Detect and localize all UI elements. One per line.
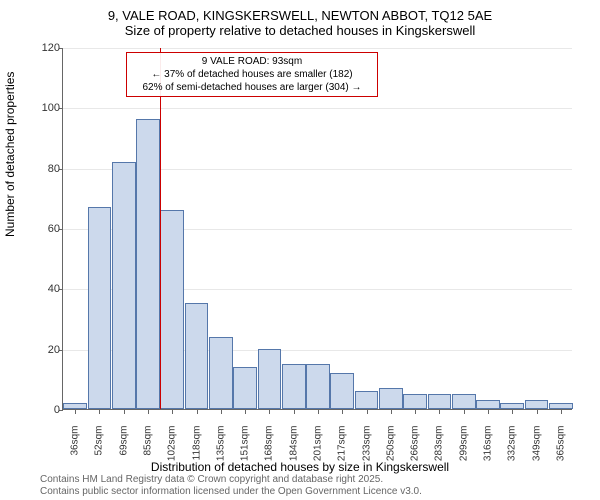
footer-line2: Contains public sector information licen… xyxy=(40,486,422,498)
x-tick-mark xyxy=(124,410,125,414)
x-tick-mark xyxy=(391,410,392,414)
y-tick-label: 100 xyxy=(30,102,60,114)
x-tick-mark xyxy=(245,410,246,414)
histogram-bar xyxy=(549,403,573,409)
histogram-bar xyxy=(525,400,549,409)
footer-text: Contains HM Land Registry data © Crown c… xyxy=(40,474,422,498)
x-tick-mark xyxy=(367,410,368,414)
x-tick-mark xyxy=(415,410,416,414)
y-tick-label: 80 xyxy=(30,163,60,175)
annotation-line1: 9 VALE ROAD: 93sqm xyxy=(133,55,371,68)
histogram-bar xyxy=(63,403,87,409)
x-tick-mark xyxy=(464,410,465,414)
y-axis-label: Number of detached properties xyxy=(3,72,17,237)
title-line2: Size of property relative to detached ho… xyxy=(0,23,600,38)
histogram-bar xyxy=(282,364,306,409)
chart-container: 9, VALE ROAD, KINGSKERSWELL, NEWTON ABBO… xyxy=(0,0,600,500)
x-tick-mark xyxy=(197,410,198,414)
x-tick-mark xyxy=(488,410,489,414)
x-tick-mark xyxy=(439,410,440,414)
x-tick-mark xyxy=(537,410,538,414)
annotation-line2: ← 37% of detached houses are smaller (18… xyxy=(133,68,371,81)
histogram-bar xyxy=(379,388,403,409)
x-tick-mark xyxy=(561,410,562,414)
x-axis-label: Distribution of detached houses by size … xyxy=(0,460,600,474)
x-tick-mark xyxy=(75,410,76,414)
x-tick-mark xyxy=(318,410,319,414)
footer-line1: Contains HM Land Registry data © Crown c… xyxy=(40,474,422,486)
histogram-bar xyxy=(160,210,184,409)
x-tick-mark xyxy=(172,410,173,414)
histogram-bar xyxy=(476,400,500,409)
histogram-bar xyxy=(428,394,452,409)
title-block: 9, VALE ROAD, KINGSKERSWELL, NEWTON ABBO… xyxy=(0,0,600,38)
histogram-bar xyxy=(452,394,476,409)
grid-line xyxy=(63,48,572,49)
y-tick-label: 0 xyxy=(30,404,60,416)
x-tick-mark xyxy=(269,410,270,414)
y-tick-label: 20 xyxy=(30,344,60,356)
histogram-bar xyxy=(258,349,282,409)
plot-area: 36sqm52sqm69sqm85sqm102sqm118sqm135sqm15… xyxy=(62,48,572,410)
y-tick-label: 60 xyxy=(30,223,60,235)
x-tick-mark xyxy=(221,410,222,414)
histogram-bar xyxy=(355,391,379,409)
histogram-bar xyxy=(112,162,136,409)
x-tick-mark xyxy=(294,410,295,414)
histogram-bar xyxy=(500,403,524,409)
histogram-bar xyxy=(209,337,233,409)
histogram-bar xyxy=(88,207,112,409)
y-tick-label: 40 xyxy=(30,283,60,295)
x-tick-mark xyxy=(342,410,343,414)
x-tick-mark xyxy=(512,410,513,414)
grid-line xyxy=(63,108,572,109)
y-tick-label: 120 xyxy=(30,42,60,54)
histogram-bar xyxy=(185,303,209,409)
histogram-bar xyxy=(136,119,160,409)
annotation-line3: 62% of semi-detached houses are larger (… xyxy=(133,81,371,94)
marker-line xyxy=(160,48,161,409)
histogram-bar xyxy=(330,373,354,409)
annotation-box: 9 VALE ROAD: 93sqm ← 37% of detached hou… xyxy=(126,52,378,97)
histogram-bar xyxy=(233,367,257,409)
x-tick-mark xyxy=(99,410,100,414)
x-tick-mark xyxy=(148,410,149,414)
title-line1: 9, VALE ROAD, KINGSKERSWELL, NEWTON ABBO… xyxy=(0,8,600,23)
histogram-bar xyxy=(403,394,427,409)
histogram-bar xyxy=(306,364,330,409)
